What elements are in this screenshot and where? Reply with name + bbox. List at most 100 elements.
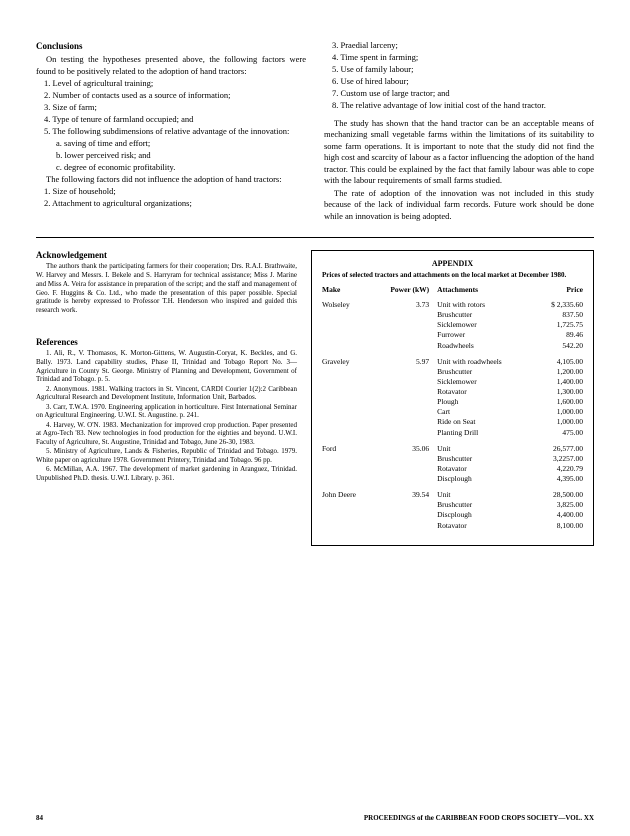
sub-a: a. saving of time and effort; [36,138,306,149]
ack-text: The authors thank the participating farm… [36,262,297,315]
table-cell-attach: Sicklemower [429,320,536,330]
th-make: Make [322,285,372,300]
table-cell-attach: Brushcutter [429,500,536,510]
table-cell-attach: Ride on Seat [429,417,536,427]
table-cell-power: 5.97 [372,357,429,367]
conclusions-title: Conclusions [36,40,306,52]
r-6: 6. Use of hired labour; [324,76,594,87]
table-cell-attach: Brushcutter [429,310,536,320]
table-cell-price: $ 2,335.60 [536,300,583,310]
table-cell-price: 1,600.00 [536,397,583,407]
table-cell-power [372,454,429,464]
table-cell-power [372,397,429,407]
table-cell-make [322,377,372,387]
table-cell-power: 3.73 [372,300,429,310]
conclusions-intro: On testing the hypotheses presented abov… [36,54,306,77]
table-cell-power [372,320,429,330]
right-column: 3. Praedial larceny; 4. Time spent in fa… [324,40,594,223]
ref-6: 6. McMillan, A.A. 1967. The development … [36,465,297,483]
neg-intro: The following factors did not influence … [36,174,306,185]
table-cell-attach: Roadwheels [429,341,536,357]
table-cell-power [372,464,429,474]
table-cell-attach: Unit [429,490,536,500]
lower-left: Acknowledgement The authors thank the pa… [36,250,297,546]
table-cell-make [322,320,372,330]
table-cell-make [322,310,372,320]
table-cell-price: 89.46 [536,330,583,340]
table-cell-attach: Brushcutter [429,454,536,464]
table-cell-make [322,474,372,490]
sub-b: b. lower perceived risk; and [36,150,306,161]
table-cell-make: Ford [322,444,372,454]
sub-c: c. degree of economic profitability. [36,162,306,173]
left-column: Conclusions On testing the hypotheses pr… [36,40,306,223]
lower-section: Acknowledgement The authors thank the pa… [36,250,594,546]
table-cell-price: 28,500.00 [536,490,583,500]
table-cell-make [322,428,372,444]
table-cell-make [322,464,372,474]
table-cell-make [322,500,372,510]
appendix-table: Make Power (kW) Attachments Price Wolsel… [322,285,583,537]
table-cell-attach: Planting Drill [429,428,536,444]
table-cell-make: John Deere [322,490,372,500]
table-cell-attach: Unit with rotors [429,300,536,310]
table-cell-attach: Unit [429,444,536,454]
r-3: 3. Praedial larceny; [324,40,594,51]
table-cell-attach: Rotavator [429,387,536,397]
table-cell-power: 39.54 [372,490,429,500]
table-cell-attach: Furrower [429,330,536,340]
table-cell-price: 542.20 [536,341,583,357]
table-cell-power [372,428,429,444]
table-cell-price: 1,725.75 [536,320,583,330]
table-cell-attach: Cart [429,407,536,417]
r-7: 7. Custom use of large tractor; and [324,88,594,99]
publication-name: PROCEEDINGS of the CARIBBEAN FOOD CROPS … [364,814,594,822]
th-price: Price [536,285,583,300]
table-cell-make [322,407,372,417]
table-cell-make [322,330,372,340]
ref-1: 1. Ali, R., V. Thomasos, K. Morton-Gitte… [36,349,297,384]
refs-title: References [36,337,297,348]
table-cell-price: 26,577.00 [536,444,583,454]
table-cell-price: 475.00 [536,428,583,444]
table-cell-power [372,377,429,387]
table-cell-make [322,510,372,520]
refs-block: References 1. Ali, R., V. Thomasos, K. M… [36,337,297,483]
page-footer: 84 PROCEEDINGS of the CARIBBEAN FOOD CRO… [36,814,594,822]
table-cell-power [372,387,429,397]
table-cell-power [372,510,429,520]
table-cell-price: 8,100.00 [536,521,583,537]
ref-2: 2. Anonymous. 1981. Walking tractors in … [36,385,297,403]
pos-4: 4. Type of tenure of farmland occupied; … [36,114,306,125]
table-cell-price: 3,825.00 [536,500,583,510]
table-cell-price: 3,2257.00 [536,454,583,464]
table-cell-attach: Discplough [429,474,536,490]
table-cell-power [372,310,429,320]
pos-1: 1. Level of agricultural training; [36,78,306,89]
table-cell-price: 4,395.00 [536,474,583,490]
table-cell-price: 837.50 [536,310,583,320]
table-cell-attach: Rotavator [429,521,536,537]
table-cell-attach: Sicklemower [429,377,536,387]
ack-title: Acknowledgement [36,250,297,261]
appendix-title: APPENDIX [322,259,583,268]
table-cell-power [372,330,429,340]
table-cell-power [372,521,429,537]
table-cell-make: Wolseley [322,300,372,310]
table-cell-make [322,521,372,537]
th-power: Power (kW) [372,285,429,300]
table-cell-price: 1,300.00 [536,387,583,397]
table-cell-attach: Plough [429,397,536,407]
table-cell-make [322,454,372,464]
table-cell-price: 1,200.00 [536,367,583,377]
pos-3: 3. Size of farm; [36,102,306,113]
r-5: 5. Use of family labour; [324,64,594,75]
table-cell-make [322,417,372,427]
table-cell-price: 1,000.00 [536,417,583,427]
concl-para2: The rate of adoption of the innovation w… [324,188,594,222]
table-cell-power [372,341,429,357]
page-number: 84 [36,814,43,822]
table-cell-attach: Discplough [429,510,536,520]
table-cell-make: Graveley [322,357,372,367]
table-cell-power [372,500,429,510]
